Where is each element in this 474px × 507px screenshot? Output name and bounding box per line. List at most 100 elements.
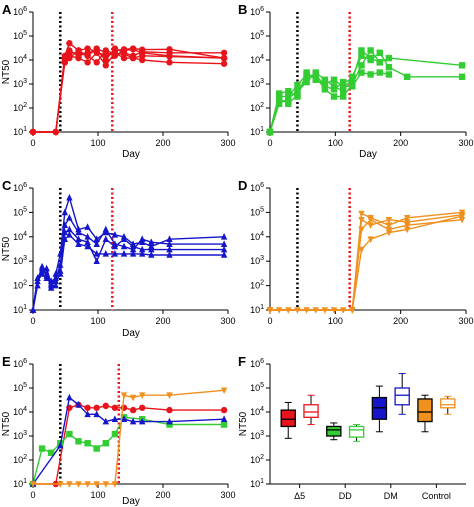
category-label: Δ5 — [294, 491, 305, 501]
data-point — [367, 47, 374, 54]
data-point — [61, 235, 69, 242]
data-point — [75, 438, 82, 445]
data-point — [367, 236, 374, 243]
x-tick-label: 0 — [267, 138, 272, 148]
data-point — [139, 404, 146, 411]
data-point — [93, 59, 100, 66]
data-point — [129, 250, 137, 257]
data-point — [120, 235, 128, 242]
data-point — [93, 404, 100, 411]
category-label: DD — [339, 491, 352, 501]
x-tick-label: 100 — [328, 316, 343, 326]
data-point — [93, 481, 100, 488]
data-point — [75, 400, 82, 408]
data-point — [312, 76, 319, 83]
data-point — [339, 83, 347, 90]
chart-panel-f: F 101 102 103 104 105 106 NT50 Δ5 DD DM Control — [238, 354, 466, 501]
data-point — [275, 90, 283, 97]
y-tick-label: 102 — [13, 280, 27, 291]
panel-letter: B — [238, 2, 247, 17]
data-point — [61, 228, 69, 236]
data-point — [339, 93, 347, 100]
data-point — [129, 406, 137, 414]
data-point — [38, 267, 46, 274]
data-point — [220, 233, 228, 240]
data-point — [148, 251, 155, 258]
y-tick-label: 103 — [13, 430, 27, 441]
box-5-open — [303, 404, 319, 418]
data-point — [404, 222, 411, 229]
data-point — [84, 410, 91, 418]
data-point — [166, 417, 173, 425]
y-tick-label: 101 — [250, 478, 264, 489]
data-point — [111, 404, 119, 411]
data-point — [75, 481, 82, 488]
data-point — [57, 481, 64, 488]
chart-panel-b: B 101 102 103 104 105 106 0 100 200 300 Day — [238, 2, 474, 160]
category-label: DM — [384, 491, 398, 501]
data-point — [61, 221, 69, 228]
data-point — [93, 240, 100, 247]
x-axis-title: Day — [122, 496, 140, 507]
data-point — [52, 281, 59, 289]
data-point — [285, 88, 292, 95]
data-point — [294, 81, 301, 89]
data-point — [29, 128, 37, 136]
data-point — [358, 52, 365, 59]
data-point — [166, 392, 173, 400]
data-point — [166, 235, 173, 242]
chart-panel-e: E 101 102 103 104 105 106 NT50 0 100 200 300 Day — [1, 354, 236, 507]
x-tick-label: 100 — [90, 316, 105, 326]
data-point — [148, 238, 155, 246]
data-point — [66, 40, 73, 47]
data-point — [111, 50, 119, 58]
panel-letter: A — [2, 2, 12, 17]
data-point — [321, 83, 329, 90]
data-point — [129, 46, 137, 53]
data-point — [220, 49, 228, 56]
data-point — [102, 481, 109, 488]
data-point — [120, 50, 128, 58]
data-point — [120, 392, 128, 400]
data-point — [93, 250, 100, 257]
series-line — [33, 52, 225, 133]
y-tick-label: 103 — [13, 255, 27, 266]
data-point — [43, 272, 50, 279]
data-point — [358, 216, 365, 224]
data-point — [166, 240, 173, 247]
x-tick-label: 0 — [267, 316, 272, 326]
data-point — [458, 73, 466, 80]
data-point — [93, 257, 100, 264]
y-axis-title: NT50 — [238, 411, 249, 436]
y-tick-label: 102 — [250, 454, 264, 465]
data-point — [129, 417, 137, 425]
data-point — [66, 481, 73, 488]
data-point — [358, 69, 365, 76]
data-point — [29, 481, 37, 488]
data-point — [75, 228, 82, 236]
data-point — [84, 242, 91, 250]
y-axis-title: NT50 — [1, 59, 12, 84]
data-point — [285, 95, 292, 102]
data-point — [66, 49, 73, 56]
y-tick-label: 104 — [13, 406, 27, 417]
y-tick-label: 104 — [250, 54, 264, 65]
data-point — [220, 421, 228, 428]
y-tick-label: 101 — [13, 126, 27, 137]
chart-panel-a: A 101 102 103 104 105 106 NT50 0 100 200 300 Day — [1, 2, 236, 160]
data-point — [148, 245, 155, 253]
series-line — [270, 215, 463, 311]
data-point — [34, 274, 41, 282]
data-point — [61, 59, 69, 66]
series-line — [270, 218, 463, 311]
data-point — [84, 238, 91, 246]
data-point — [93, 45, 100, 52]
data-point — [84, 404, 91, 411]
x-axis-title: Day — [122, 328, 140, 339]
data-point — [303, 73, 310, 80]
y-tick-label: 104 — [250, 406, 264, 417]
data-point — [120, 242, 128, 250]
data-point — [111, 250, 119, 257]
y-tick-label: 106 — [13, 6, 27, 17]
